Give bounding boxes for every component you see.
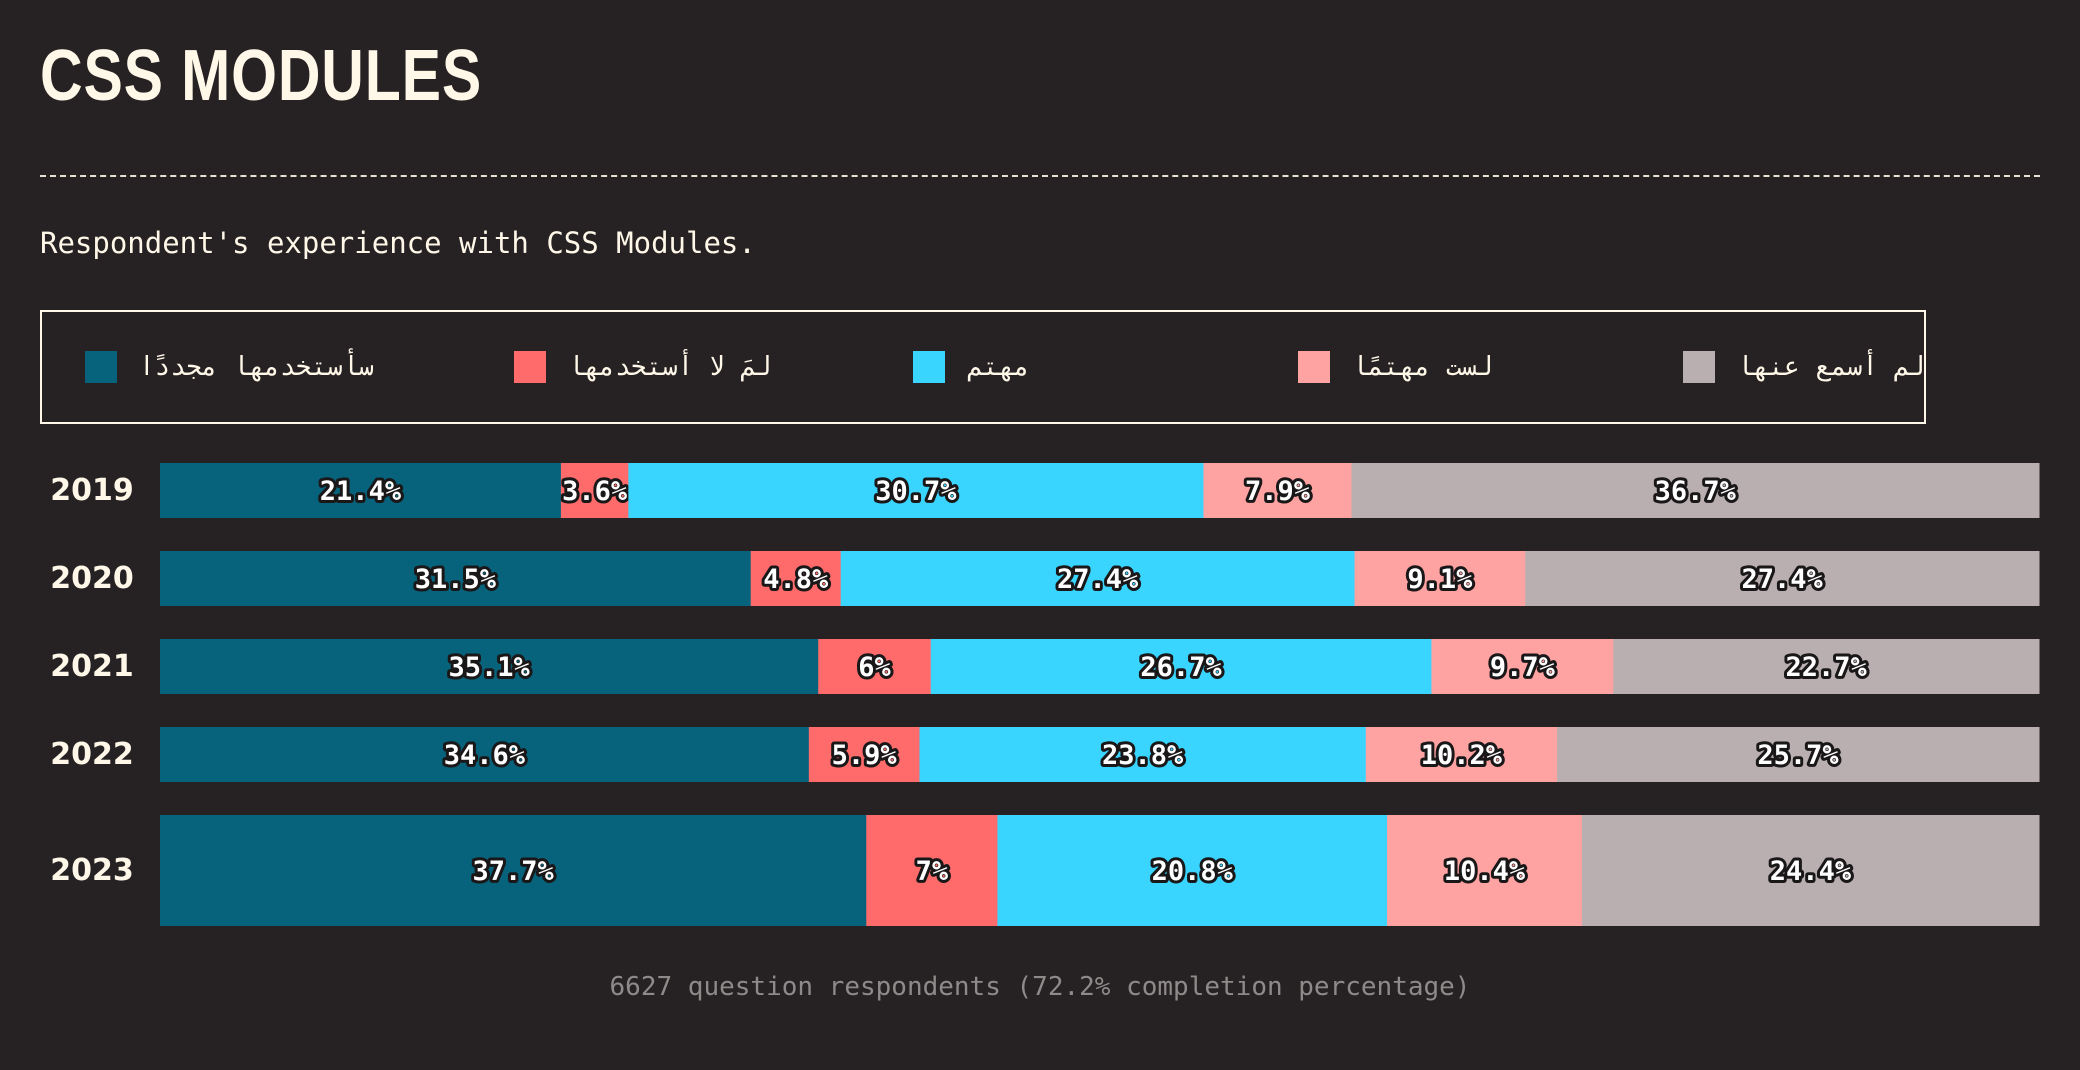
bar-value-label: 27.4% (1057, 564, 1139, 595)
year-label: 2020 (50, 561, 134, 596)
legend-swatch (85, 351, 117, 383)
bar-value-label: 27.4% (1741, 564, 1823, 595)
bar-segment[interactable] (919, 727, 1367, 782)
bar-segment[interactable] (818, 639, 932, 694)
bar-segment[interactable] (1351, 463, 2040, 518)
bar-row-2019: 2019 21.4% 3.6% 30.7% 7.9% 36.7% (50, 463, 2040, 518)
bar-value-label: 7.9% (1245, 476, 1311, 507)
bar-value-label: 3.6% (562, 476, 628, 507)
bar-row-2023: 2023 37.7% 7% 20.8% 10.4% 24.4% (50, 815, 2040, 926)
chart-subtitle: Respondent's experience with CSS Modules… (40, 226, 756, 260)
bar-value-label: 10.4% (1444, 856, 1526, 887)
title-divider (40, 175, 2040, 177)
bar-value-label: 24.4% (1770, 856, 1852, 887)
bar-segment[interactable] (1387, 815, 1583, 926)
bar-segment[interactable] (1431, 639, 1614, 694)
legend-item-never-heard[interactable]: لم أسمع عنها (1683, 350, 1925, 384)
bar-value-label: 6% (858, 652, 891, 683)
bar-segment[interactable] (1365, 727, 1558, 782)
bar-segment[interactable] (1581, 815, 2040, 926)
legend-label: لم أسمع عنها (1737, 352, 1925, 382)
bar-value-label: 36.7% (1655, 476, 1737, 507)
bar-value-label: 26.7% (1140, 652, 1222, 683)
legend: سأستخدمها مجددًا لمَ لا أستخدمها مهتم لس… (40, 310, 1926, 424)
bar-segment[interactable] (997, 815, 1388, 926)
bar-segment[interactable] (160, 463, 562, 518)
bar-value-label: 31.5% (415, 564, 497, 595)
bar-segment[interactable] (930, 639, 1432, 694)
year-label: 2022 (50, 737, 134, 772)
bar-segment[interactable] (560, 463, 629, 518)
legend-item-would-not-use[interactable]: لمَ لا أستخدمها (514, 350, 772, 384)
bar-value-label: 4.8% (763, 564, 829, 595)
legend-swatch (1298, 351, 1330, 383)
legend-item-interested[interactable]: مهتم (913, 350, 1030, 384)
bar-segment[interactable] (628, 463, 1204, 518)
bar-segment[interactable] (1557, 727, 2040, 782)
bar-value-label: 9.1% (1407, 564, 1473, 595)
legend-item-not-interested[interactable]: لست مهتمًا (1298, 350, 1493, 384)
legend-swatch (913, 351, 945, 383)
bar-row-2022: 2022 34.6% 5.9% 23.8% 10.2% 25.7% (50, 727, 2040, 782)
legend-label: مهتم (967, 352, 1030, 382)
bar-value-label: 7% (916, 856, 949, 887)
bar-value-label: 23.8% (1102, 740, 1184, 771)
bar-segment[interactable] (1354, 551, 1526, 606)
bar-segment[interactable] (1613, 639, 2040, 694)
bar-value-label: 35.1% (448, 652, 530, 683)
bar-value-label: 37.7% (472, 856, 554, 887)
bar-segment[interactable] (160, 551, 752, 606)
year-label: 2021 (50, 649, 134, 684)
respondents-note: 6627 question respondents (72.2% complet… (609, 972, 1471, 1002)
bar-segment[interactable] (160, 639, 819, 694)
bar-value-label: 22.7% (1786, 652, 1868, 683)
bar-value-label: 30.7% (875, 476, 957, 507)
legend-label: لست مهتمًا (1352, 352, 1493, 382)
legend-swatch (1683, 351, 1715, 383)
bar-segment[interactable] (160, 727, 810, 782)
bar-segment[interactable] (1203, 463, 1352, 518)
bar-value-label: 20.8% (1152, 856, 1234, 887)
bar-segment[interactable] (808, 727, 920, 782)
bar-segment[interactable] (160, 815, 867, 926)
legend-label: لمَ لا أستخدمها (568, 352, 772, 382)
year-label: 2019 (50, 473, 134, 508)
year-label: 2023 (50, 853, 134, 888)
bar-segment[interactable] (840, 551, 1356, 606)
bar-segment[interactable] (1525, 551, 2040, 606)
chart-title: CSS MODULES (40, 36, 483, 116)
bar-value-label: 21.4% (320, 476, 402, 507)
legend-item-would-use-again[interactable]: سأستخدمها مجددًا (85, 350, 374, 384)
bar-value-label: 10.2% (1421, 740, 1503, 771)
bar-row-2020: 2020 31.5% 4.8% 27.4% 9.1% 27.4% (50, 551, 2040, 606)
legend-label: سأستخدمها مجددًا (139, 352, 374, 382)
bar-value-label: 5.9% (832, 740, 898, 771)
bar-row-2021: 2021 35.1% 6% 26.7% 9.7% 22.7% (50, 639, 2040, 694)
bar-segment[interactable] (866, 815, 998, 926)
bar-segment[interactable] (750, 551, 842, 606)
bar-value-label: 34.6% (444, 740, 526, 771)
legend-swatch (514, 351, 546, 383)
bar-value-label: 25.7% (1757, 740, 1839, 771)
bar-value-label: 9.7% (1490, 652, 1556, 683)
